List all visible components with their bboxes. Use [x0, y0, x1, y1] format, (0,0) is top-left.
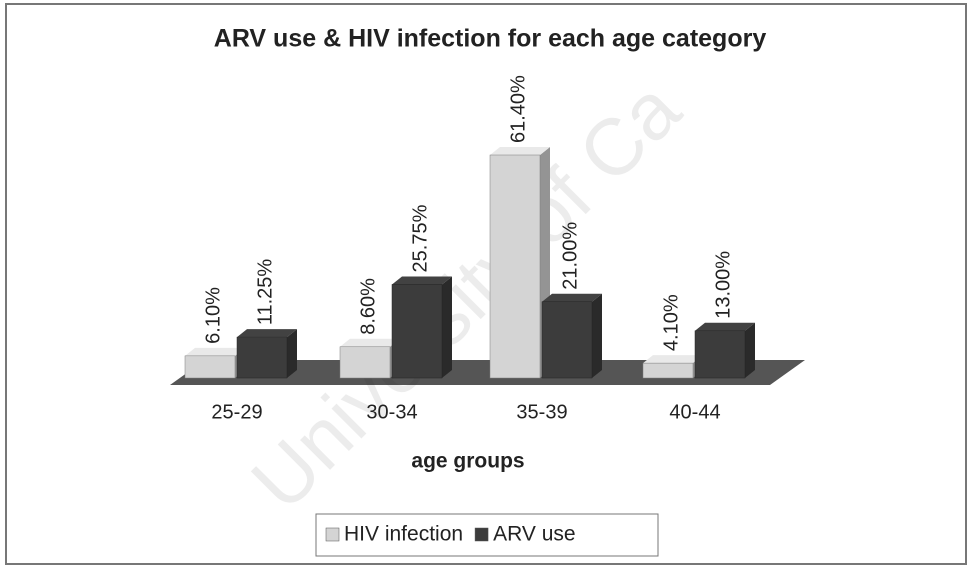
data-label: 8.60% — [357, 278, 379, 335]
bar — [236, 336, 288, 379]
data-label: 21.00% — [559, 222, 581, 290]
data-label: 25.75% — [409, 204, 431, 272]
bar — [184, 355, 236, 379]
bar-top — [643, 355, 703, 364]
chart-title: ARV use & HIV infection for each age cat… — [214, 25, 767, 53]
data-label: 61.40% — [507, 75, 529, 143]
data-label: 6.10% — [202, 287, 224, 344]
bar — [694, 330, 746, 379]
legend-box — [315, 513, 659, 557]
bar-top — [392, 276, 452, 285]
bar — [541, 301, 593, 379]
legend-swatch — [325, 527, 340, 542]
bar-top — [695, 322, 755, 331]
bar-top — [237, 329, 297, 338]
x-tick-label: 25-29 — [211, 401, 262, 423]
bar-top — [185, 347, 245, 356]
bar — [391, 284, 443, 379]
data-label: 13.00% — [712, 251, 734, 319]
x-axis-label: age groups — [411, 450, 524, 473]
x-tick-label: 35-39 — [516, 401, 567, 423]
data-label: 4.10% — [660, 294, 682, 351]
chart-frame — [5, 3, 967, 565]
legend-label: HIV infection — [344, 523, 463, 546]
legend-label: ARV use — [493, 523, 576, 546]
bar — [339, 346, 391, 379]
data-label: 11.25% — [254, 259, 276, 326]
x-tick-label: 30-34 — [366, 401, 417, 423]
legend-swatch — [474, 527, 489, 542]
bar-side — [442, 276, 452, 378]
bar-top — [490, 147, 550, 155]
bar-side — [287, 329, 297, 378]
bar-side — [592, 293, 602, 378]
x-tick-label: 40-44 — [669, 401, 720, 423]
bar-top — [542, 293, 602, 302]
bar-side — [745, 322, 755, 378]
bar — [489, 154, 541, 379]
bar-top — [340, 338, 400, 347]
bar — [642, 362, 694, 379]
